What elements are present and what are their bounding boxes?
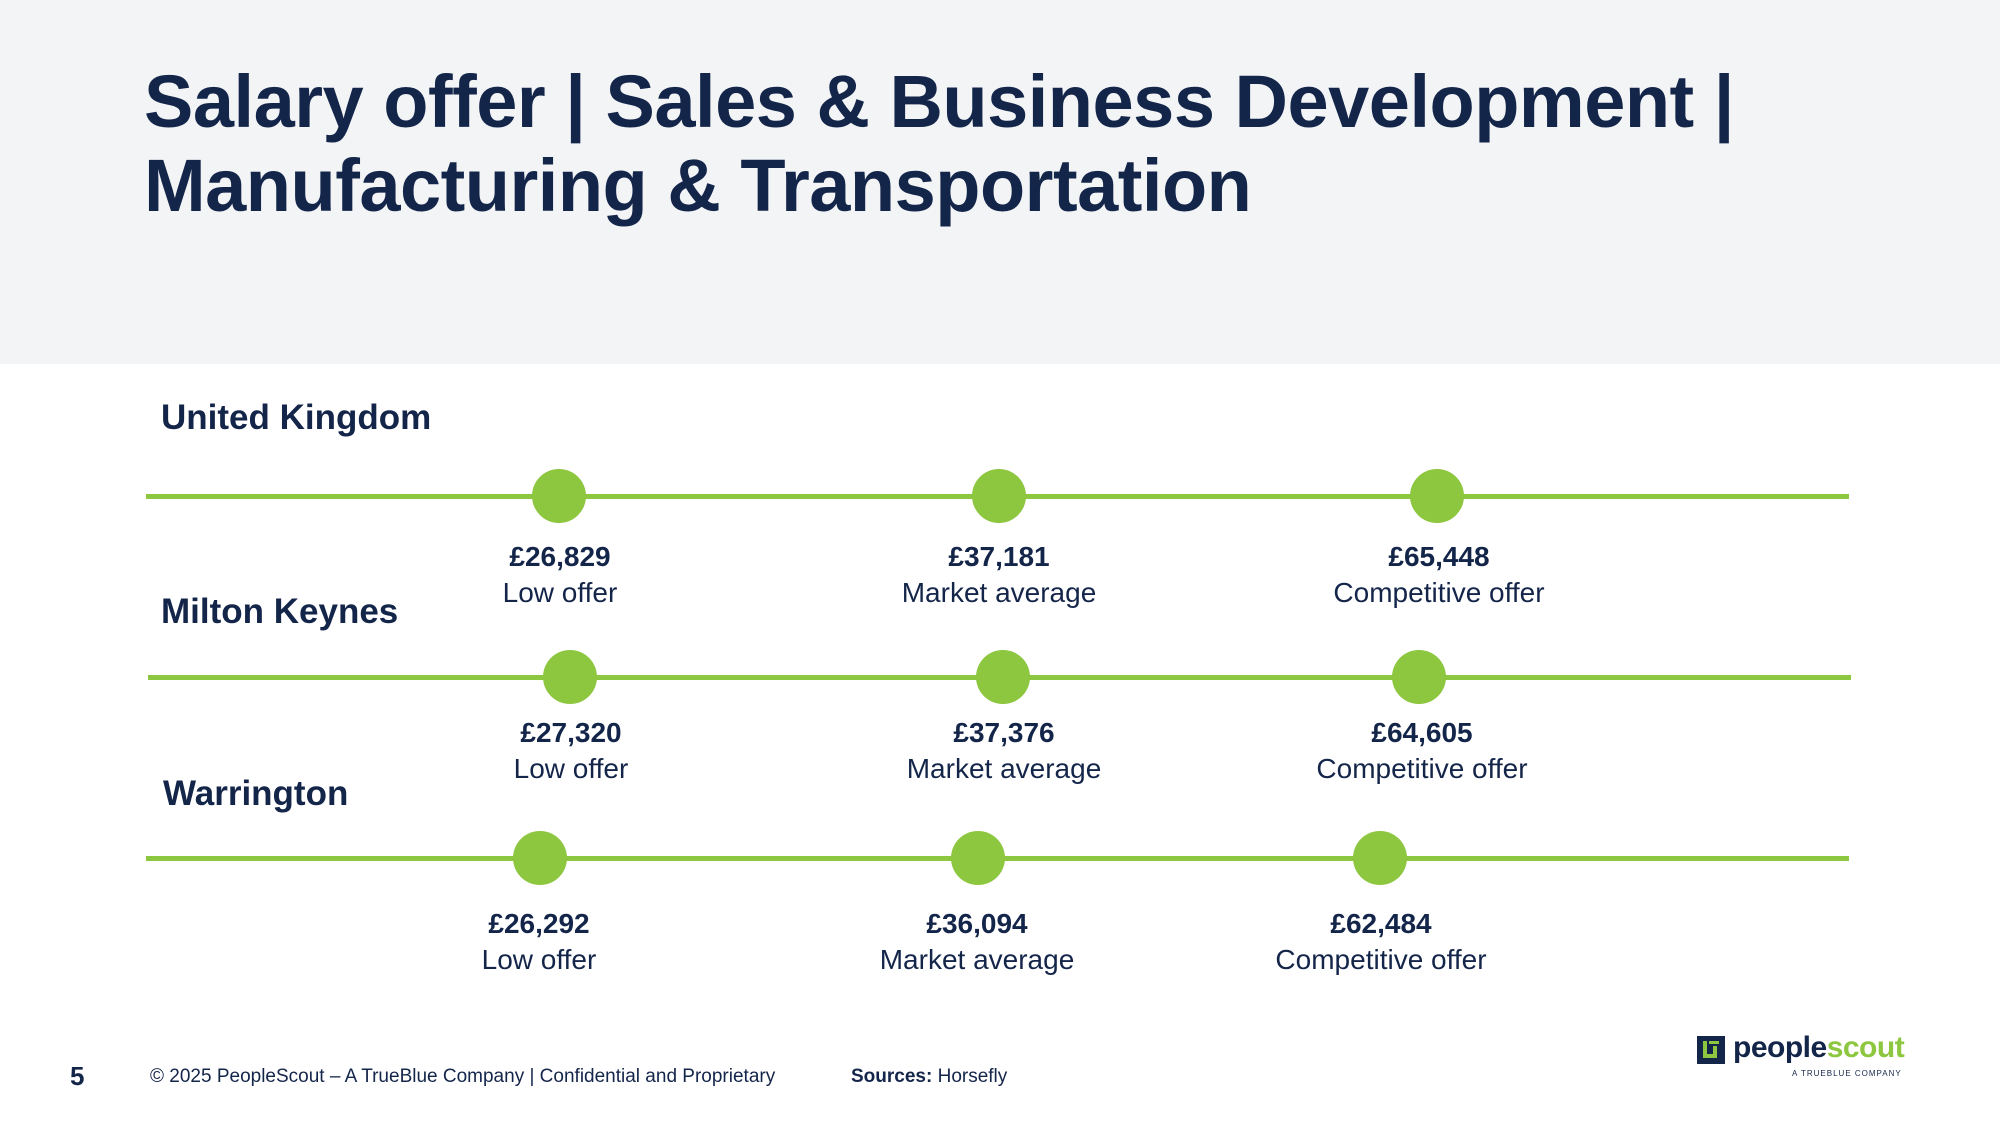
marker-dot-low-offer: [532, 469, 586, 523]
salary-value: £37,376: [953, 717, 1055, 748]
logo-mark-icon: [1697, 1036, 1725, 1064]
copyright-text: © 2025 PeopleScout – A TrueBlue Company …: [150, 1066, 776, 1087]
salary-label: Low offer: [502, 577, 618, 608]
logo-wordmark: peoplescout: [1733, 1031, 1905, 1065]
salary-value: £27,320: [520, 717, 622, 748]
marker-dot-competitive-offer: [1392, 650, 1446, 704]
marker-dot-market-average: [972, 469, 1026, 523]
salary-value: £65,448: [1388, 541, 1490, 572]
salary-label: Competitive offer: [1275, 944, 1487, 975]
logo-tagline: A TRUEBLUE COMPANY: [1792, 1069, 1902, 1078]
logo-word-people: people: [1733, 1031, 1827, 1064]
sources-note: Sources: Horsefly: [851, 1066, 1007, 1088]
marker-dot-market-average: [951, 831, 1005, 885]
sources-label: Sources:: [851, 1066, 933, 1087]
logo-word-scout: scout: [1826, 1031, 1905, 1064]
salary-label: Market average: [906, 753, 1102, 784]
salary-label: Competitive offer: [1333, 577, 1545, 608]
salary-label: Low offer: [481, 944, 597, 975]
region-label-milton-keynes: Milton Keynes: [161, 592, 399, 631]
marker-dot-competitive-offer: [1353, 831, 1407, 885]
marker-dot-competitive-offer: [1410, 469, 1464, 523]
salary-value: £64,605: [1371, 717, 1473, 748]
salary-value: £26,829: [509, 541, 611, 572]
marker-dot-low-offer: [513, 831, 567, 885]
peoplescout-logo: peoplescout A TRUEBLUE COMPANY: [1697, 1031, 1907, 1080]
marker-dot-market-average: [976, 650, 1030, 704]
salary-label: Market average: [901, 577, 1097, 608]
region-label-warrington: Warrington: [163, 774, 349, 813]
page-number: 5: [70, 1061, 85, 1091]
salary-value: £37,181: [948, 541, 1050, 572]
region-label-united-kingdom: United Kingdom: [161, 398, 432, 437]
salary-value: £36,094: [926, 908, 1028, 939]
sources-value: Horsefly: [932, 1066, 1008, 1087]
salary-label: Competitive offer: [1316, 753, 1528, 784]
header-band: [0, 0, 2000, 364]
salary-value: £62,484: [1330, 908, 1432, 939]
marker-dot-low-offer: [543, 650, 597, 704]
salary-label: Market average: [879, 944, 1075, 975]
salary-label: Low offer: [513, 753, 629, 784]
salary-value: £26,292: [488, 908, 590, 939]
slide-title: Salary offer | Sales & Business Developm…: [144, 60, 1734, 227]
